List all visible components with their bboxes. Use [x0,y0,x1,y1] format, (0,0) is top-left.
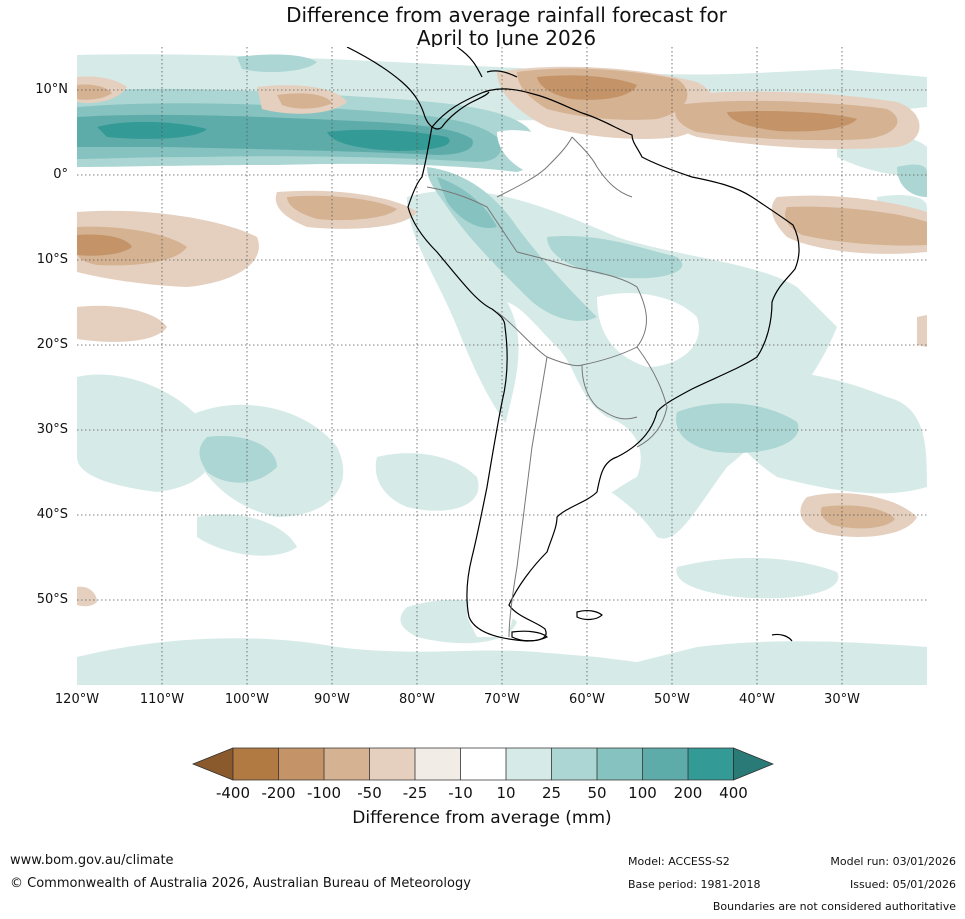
lat-tick-label: 10°S [36,252,68,267]
colorbar-segment [278,748,324,780]
colorbar-tick-label: 10 [496,784,516,802]
lon-tick-label: 40°W [739,692,775,707]
colorbar-segment [506,748,552,780]
colorbar-tick-label: -10 [448,784,473,802]
lat-tick-label: 0° [53,167,68,182]
colorbar-tick-label: 50 [587,784,607,802]
colorbar-segment [642,748,688,780]
central-america-coastline [346,47,490,130]
lon-tick-label: 30°W [824,692,860,707]
model-run-date: Model run: 03/01/2026 [830,855,956,868]
lat-tick-label: 10°N [35,82,68,97]
colorbar [191,747,774,781]
south-georgia-coastline [771,633,793,642]
anomaly-near-normal-land [467,130,699,637]
lat-tick-label: 40°S [36,507,68,522]
colorbar-segment [460,748,506,780]
colorbar-tick-label: -200 [261,784,296,802]
colorbar-segment [233,748,279,780]
colorbar-segment [551,748,597,780]
lon-tick-label: 110°W [139,692,185,707]
lon-tick-label: 80°W [399,692,435,707]
copyright-text: © Commonwealth of Australia 2026, Austra… [10,876,471,891]
map-title-line-2: April to June 2026 [416,26,597,50]
colorbar-tick-label: 400 [719,784,748,802]
colorbar-segment [324,748,370,780]
colorbar-segment [191,747,234,781]
falklands-coastline [576,609,603,621]
lat-tick-label: 20°S [36,337,68,352]
lon-tick-label: 100°W [224,692,270,707]
map-title-line-1: Difference from average rainfall forecas… [286,3,727,27]
colorbar-title: Difference from average (mm) [352,808,612,828]
colorbar-tick-label: 100 [628,784,657,802]
south-america-coastline [407,88,800,642]
colorbar-segment [369,748,415,780]
colorbar-segment [733,747,774,781]
colorbar-tick-label: -50 [357,784,382,802]
anomaly-200-400-patches [97,121,450,151]
colorbar-outline [232,747,734,781]
country-boundaries [426,136,668,638]
colorbar-tick-label: -100 [306,784,342,802]
colorbar-tick-label: -400 [215,784,251,802]
lon-tick-label: 120°W [54,692,100,707]
colorbar-segment [597,748,643,780]
colorbar-segment [688,748,734,780]
anomaly-minus-100-minus-50-patches [77,75,857,256]
coastlines [346,47,800,642]
lon-tick-label: 50°W [654,692,690,707]
rainfall-anomaly-map [77,47,927,685]
colorbar-segment [415,748,461,780]
tierra-del-fuego-coastline [511,630,549,642]
caribbean-coastline [456,47,518,78]
lon-tick-label: 70°W [484,692,520,707]
base-period: Base period: 1981-2018 [628,878,761,891]
issued-date: Issued: 05/01/2026 [849,878,956,891]
lat-tick-label: 50°S [36,592,68,607]
graticule [77,47,927,685]
boundaries-disclaimer: Boundaries are not considered authoritat… [712,900,956,913]
colorbar-tick-label: 200 [673,784,703,802]
map-title: Difference from average rainfall forecas… [0,4,965,50]
website-link[interactable]: www.bom.gov.au/climate [10,853,174,868]
lon-tick-label: 90°W [314,692,350,707]
colorbar-tick-label: 25 [541,784,562,802]
colorbar-tick-label: -25 [402,784,428,802]
lat-tick-label: 30°S [36,422,68,437]
lon-tick-label: 60°W [569,692,605,707]
model-name: Model: ACCESS-S2 [628,855,730,868]
